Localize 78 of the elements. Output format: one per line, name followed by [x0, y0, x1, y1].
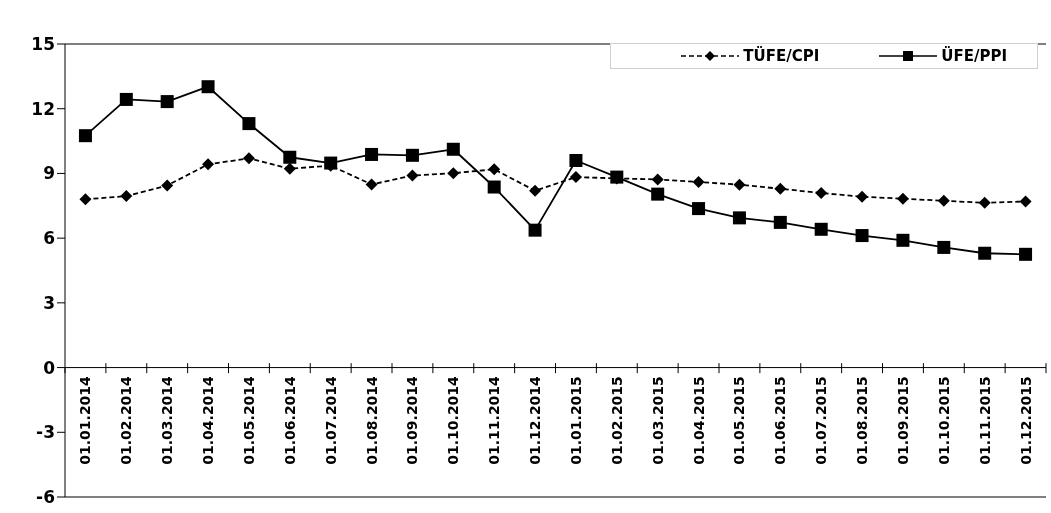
- point: [78, 129, 92, 143]
- y-tick-label: 15: [31, 34, 55, 55]
- point: [447, 167, 460, 180]
- point: [937, 240, 951, 254]
- x-tick-label: 01.12.2014: [527, 375, 544, 465]
- point: [405, 148, 419, 162]
- point: [651, 187, 665, 201]
- point: [120, 190, 133, 203]
- point: [896, 192, 909, 205]
- x-tick-label: 01.08.2014: [363, 375, 380, 465]
- point: [733, 178, 746, 191]
- point: [487, 180, 501, 194]
- x-tick-label: 01.07.2014: [322, 375, 339, 465]
- point: [855, 229, 869, 243]
- legend-label: ÜFE/PPI: [941, 47, 1007, 65]
- point: [365, 147, 379, 161]
- point: [692, 176, 705, 189]
- x-tick-label: 01.05.2015: [731, 376, 748, 465]
- point: [242, 117, 256, 131]
- point: [283, 150, 297, 164]
- point: [446, 142, 460, 156]
- x-tick-label: 01.01.2015: [567, 376, 584, 465]
- point: [1019, 195, 1032, 208]
- x-tick-label: 01.10.2014: [445, 375, 462, 465]
- point: [365, 178, 378, 191]
- point: [651, 173, 664, 186]
- y-tick-label: 12: [31, 98, 55, 119]
- legend-label: TÜFE/CPI: [743, 47, 820, 65]
- point: [569, 171, 582, 184]
- point: [202, 158, 215, 171]
- point: [815, 187, 828, 200]
- point: [529, 184, 542, 197]
- x-tick-label: 01.04.2014: [200, 375, 217, 465]
- point: [1019, 247, 1033, 261]
- x-tick-label: 01.11.2015: [976, 376, 993, 465]
- y-tick-label: 9: [43, 163, 55, 184]
- point: [283, 162, 296, 175]
- x-tick-label: 01.09.2014: [404, 375, 421, 465]
- x-tick-label: 01.06.2014: [281, 375, 298, 465]
- point: [79, 193, 92, 206]
- point: [488, 163, 501, 176]
- x-tick-label: 01.09.2015: [894, 376, 911, 465]
- point: [774, 182, 787, 195]
- x-tick-label: 01.11.2014: [486, 375, 503, 465]
- x-tick-label: 01.03.2014: [159, 375, 176, 465]
- y-tick-label: 6: [43, 228, 55, 249]
- point: [732, 211, 746, 225]
- point: [119, 92, 133, 106]
- point: [937, 194, 950, 207]
- x-tick-label: 01.10.2015: [935, 376, 952, 465]
- y-tick-label: 0: [43, 357, 56, 378]
- y-tick-label: -6: [36, 487, 55, 508]
- point: [201, 80, 215, 94]
- y-tick-label: -3: [36, 422, 55, 443]
- x-tick-label: 01.06.2015: [772, 376, 789, 465]
- point: [773, 215, 787, 229]
- x-tick-label: 01.02.2014: [118, 375, 135, 465]
- y-tick-label: 3: [43, 292, 55, 313]
- point: [856, 190, 869, 203]
- point: [528, 223, 542, 237]
- point: [978, 246, 992, 260]
- point: [896, 233, 910, 247]
- x-tick-label: 01.03.2015: [649, 376, 666, 465]
- x-tick-label: 01.08.2015: [854, 376, 871, 465]
- point: [814, 222, 828, 236]
- point: [978, 196, 991, 209]
- x-tick-label: 01.12.2015: [1017, 376, 1034, 465]
- x-tick-label: 01.01.2014: [77, 375, 94, 465]
- x-tick-label: 01.02.2015: [608, 376, 625, 465]
- point: [242, 152, 255, 165]
- point: [160, 95, 174, 109]
- x-tick-label: 01.04.2015: [690, 376, 707, 465]
- point: [569, 153, 583, 167]
- x-tick-label: 01.07.2015: [813, 376, 830, 465]
- point: [161, 179, 174, 192]
- point: [692, 202, 706, 216]
- x-tick-label: 01.05.2014: [240, 375, 257, 465]
- point: [406, 169, 419, 182]
